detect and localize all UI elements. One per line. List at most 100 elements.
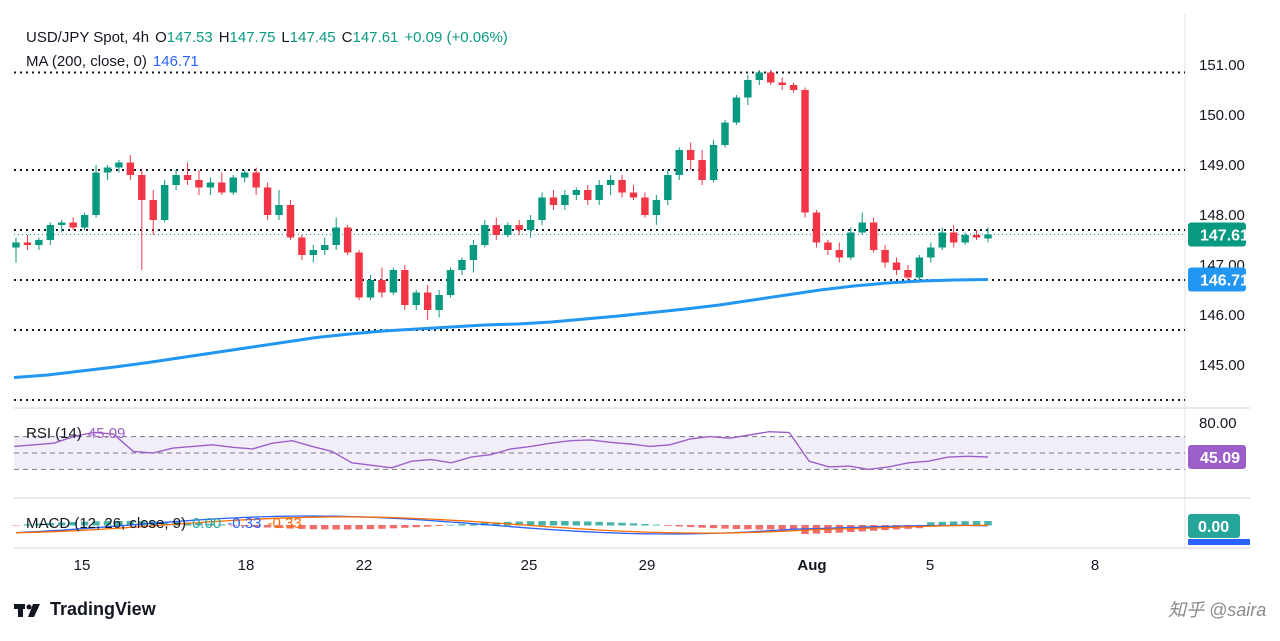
candle — [23, 235, 32, 250]
symbol-label[interactable]: USD/JPY Spot, 4h — [26, 29, 150, 46]
ma-legend[interactable]: MA (200, close, 0) 146.71 — [26, 53, 199, 70]
macd-histogram-bar — [435, 525, 443, 526]
macd-histogram-bar — [138, 521, 146, 526]
candle — [126, 155, 135, 180]
macd-histogram-bar — [263, 525, 272, 528]
candle-body — [789, 85, 798, 90]
candle-body — [103, 167, 112, 173]
macd-histogram-bar — [332, 525, 340, 530]
candle-body — [606, 180, 615, 185]
candle — [778, 77, 786, 90]
candle — [298, 235, 306, 260]
candle-body — [721, 122, 729, 145]
macd-histogram-bar — [972, 521, 981, 526]
candle — [343, 225, 352, 255]
tradingview-logo[interactable]: TradingView — [14, 599, 156, 620]
candle — [938, 227, 946, 250]
candle — [435, 290, 443, 318]
candle — [767, 70, 775, 85]
candle — [664, 170, 672, 205]
candle-body — [538, 197, 546, 220]
candle-body — [252, 172, 260, 188]
macd-histogram-bar — [961, 521, 969, 526]
macd-hist-value: 0.00 — [192, 515, 222, 532]
candle-body — [641, 197, 649, 215]
candle-body — [446, 270, 455, 295]
candle-body — [298, 237, 306, 255]
macd-histogram-bar — [492, 522, 500, 526]
candle-body — [504, 225, 512, 235]
candle — [46, 222, 55, 245]
candle-body — [69, 222, 77, 228]
candle-body — [389, 270, 398, 293]
macd-histogram-bar — [183, 522, 192, 526]
macd-histogram-bar — [298, 525, 306, 529]
candle-body — [12, 242, 20, 248]
candle — [378, 267, 386, 298]
x-tick-label: 8 — [1091, 557, 1099, 574]
candle-body — [332, 227, 340, 245]
y-tick-label: 148.00 — [1199, 207, 1245, 224]
y-tick-label: 145.00 — [1199, 357, 1245, 374]
x-tick-label: Aug — [797, 557, 826, 574]
candle-body — [355, 252, 363, 298]
low-label: L — [281, 29, 290, 46]
candle — [469, 240, 478, 273]
candle — [869, 217, 878, 253]
candle-body — [35, 240, 43, 245]
candle-body — [892, 262, 901, 270]
macd-histogram-bar — [458, 524, 466, 526]
macd-histogram-bar — [240, 525, 249, 527]
candle-body — [664, 175, 672, 200]
candle-body — [618, 180, 626, 193]
macd-histogram-bar — [160, 521, 169, 526]
candle — [549, 190, 558, 210]
candle — [584, 185, 592, 205]
candle-body — [526, 220, 535, 230]
watermark: 知乎 @saira — [1168, 600, 1267, 620]
candle — [58, 220, 66, 233]
macd-histogram-bar — [92, 521, 100, 526]
rsi-legend[interactable]: RSI (14) 45.09 — [26, 425, 125, 442]
candle — [172, 170, 180, 190]
candle — [812, 210, 821, 248]
candle — [389, 267, 398, 295]
macd-histogram-bar — [515, 521, 523, 526]
candle — [321, 237, 329, 255]
candle-body — [572, 190, 581, 195]
candle-body — [515, 225, 523, 230]
macd-histogram-bar — [526, 521, 535, 526]
candle-body — [172, 175, 180, 185]
chart-background — [0, 0, 1280, 585]
candle-body — [972, 235, 981, 238]
macd-histogram-bar — [412, 525, 420, 528]
candle — [606, 175, 615, 195]
candle-body — [675, 150, 683, 175]
candle — [618, 175, 626, 198]
candle — [309, 245, 318, 263]
candle — [961, 232, 969, 245]
ma200-line — [13, 278, 989, 379]
macd-line-value: -0.33 — [227, 515, 262, 532]
candle — [561, 190, 569, 210]
candle — [881, 245, 889, 268]
close-value: 147.61 — [352, 29, 399, 46]
candle — [252, 167, 260, 195]
x-tick-label: 5 — [926, 557, 934, 574]
candle — [835, 242, 844, 263]
macd-histogram-bar — [641, 523, 649, 526]
macd-histogram-bar — [229, 525, 237, 526]
macd-badge — [1188, 514, 1240, 538]
candle-body — [138, 175, 146, 200]
candle-body — [561, 195, 569, 205]
candle-body — [492, 225, 500, 235]
candle-body — [469, 245, 478, 260]
candle-body — [927, 247, 935, 258]
candle — [526, 215, 535, 238]
macd-legend[interactable]: MACD (12, 26, close, 9) 0.00 -0.33 -0.33 — [26, 515, 302, 532]
candle — [332, 217, 340, 250]
candle-body — [218, 182, 226, 193]
candle — [263, 182, 272, 220]
candle-body — [961, 235, 969, 243]
